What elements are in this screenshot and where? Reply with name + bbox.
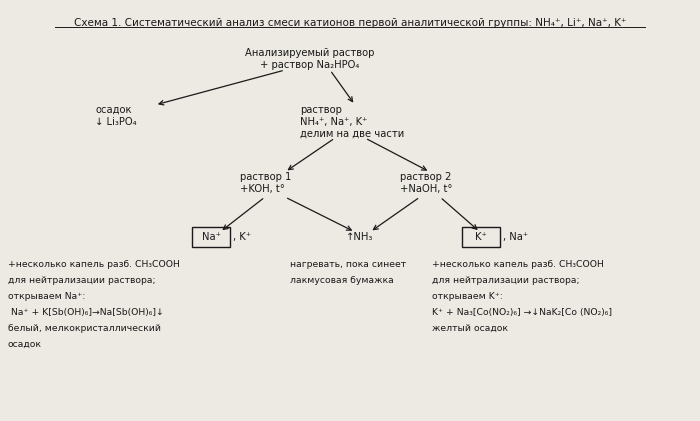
Text: раствор 1
+KOH, t°: раствор 1 +KOH, t° <box>240 172 291 194</box>
Text: осадок
↓ Li₃PO₄: осадок ↓ Li₃PO₄ <box>95 105 136 127</box>
Text: белый, мелкокристаллический: белый, мелкокристаллический <box>8 324 161 333</box>
Text: Na⁺: Na⁺ <box>202 232 220 242</box>
Text: Схема 1. Систематический анализ смеси катионов первой аналитической группы: NH₄⁺: Схема 1. Систематический анализ смеси ка… <box>74 18 626 28</box>
Text: +несколько капель разб. CH₃COOH: +несколько капель разб. CH₃COOH <box>8 260 180 269</box>
Bar <box>192 227 230 247</box>
Text: для нейтрализации раствора;: для нейтрализации раствора; <box>8 276 155 285</box>
Text: +несколько капель разб. CH₃COOH: +несколько капель разб. CH₃COOH <box>432 260 604 269</box>
Text: K⁺ + Na₃[Co(NO₂)₆] →↓NaK₂[Co (NO₂)₆]: K⁺ + Na₃[Co(NO₂)₆] →↓NaK₂[Co (NO₂)₆] <box>432 308 612 317</box>
Text: лакмусовая бумажка: лакмусовая бумажка <box>290 276 393 285</box>
Text: ↑NH₃: ↑NH₃ <box>346 232 374 242</box>
Text: Na⁺ + K[Sb(OH)₆]→Na[Sb(OH)₆]↓: Na⁺ + K[Sb(OH)₆]→Na[Sb(OH)₆]↓ <box>8 308 164 317</box>
Text: открываем Na⁺:: открываем Na⁺: <box>8 292 85 301</box>
Bar <box>462 227 500 247</box>
Text: раствор
NH₄⁺, Na⁺, K⁺
делим на две части: раствор NH₄⁺, Na⁺, K⁺ делим на две части <box>300 105 405 138</box>
Text: , K⁺: , K⁺ <box>233 232 251 242</box>
Text: открываем K⁺:: открываем K⁺: <box>432 292 503 301</box>
Text: , Na⁺: , Na⁺ <box>503 232 528 242</box>
Text: осадок: осадок <box>8 340 42 349</box>
Text: нагревать, пока синеет: нагревать, пока синеет <box>290 260 406 269</box>
Text: Анализируемый раствор
+ раствор Na₂HPO₄: Анализируемый раствор + раствор Na₂HPO₄ <box>245 48 374 69</box>
Text: раствор 2
+NaOH, t°: раствор 2 +NaOH, t° <box>400 172 452 194</box>
Text: для нейтрализации раствора;: для нейтрализации раствора; <box>432 276 580 285</box>
Text: K⁺: K⁺ <box>475 232 487 242</box>
Text: желтый осадок: желтый осадок <box>432 324 508 333</box>
